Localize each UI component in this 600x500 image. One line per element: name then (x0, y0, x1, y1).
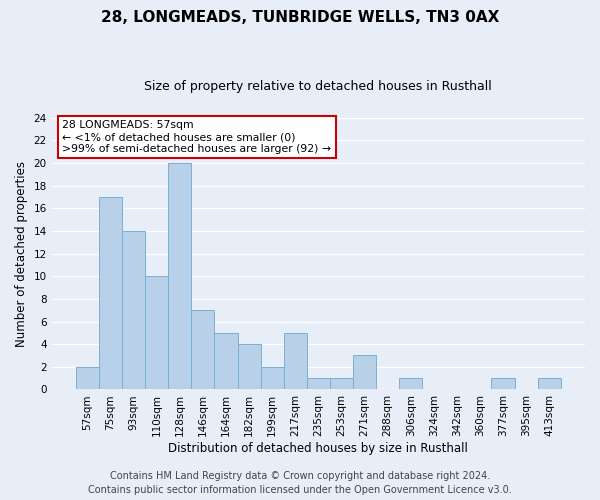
Bar (99, 197, 122, 390)
Bar (260, 367, 284, 390)
Bar (145, 276, 168, 390)
Bar (168, 163, 191, 390)
Bar (307, 378, 330, 390)
Bar (353, 356, 376, 390)
Bar (538, 378, 561, 390)
Bar (284, 333, 307, 390)
Bar (76, 367, 99, 390)
Bar (214, 333, 238, 390)
Bar (122, 231, 145, 390)
X-axis label: Distribution of detached houses by size in Rusthall: Distribution of detached houses by size … (169, 442, 468, 455)
Text: 28, LONGMEADS, TUNBRIDGE WELLS, TN3 0AX: 28, LONGMEADS, TUNBRIDGE WELLS, TN3 0AX (101, 10, 499, 25)
Y-axis label: Number of detached properties: Number of detached properties (15, 160, 28, 346)
Bar (330, 378, 353, 390)
Text: 28 LONGMEADS: 57sqm
← <1% of detached houses are smaller (0)
>99% of semi-detach: 28 LONGMEADS: 57sqm ← <1% of detached ho… (62, 120, 331, 154)
Title: Size of property relative to detached houses in Rusthall: Size of property relative to detached ho… (145, 80, 492, 93)
Text: Contains HM Land Registry data © Crown copyright and database right 2024.
Contai: Contains HM Land Registry data © Crown c… (88, 471, 512, 495)
Bar (238, 344, 260, 390)
Bar (399, 378, 422, 390)
Bar (191, 310, 214, 390)
Bar (491, 378, 515, 390)
